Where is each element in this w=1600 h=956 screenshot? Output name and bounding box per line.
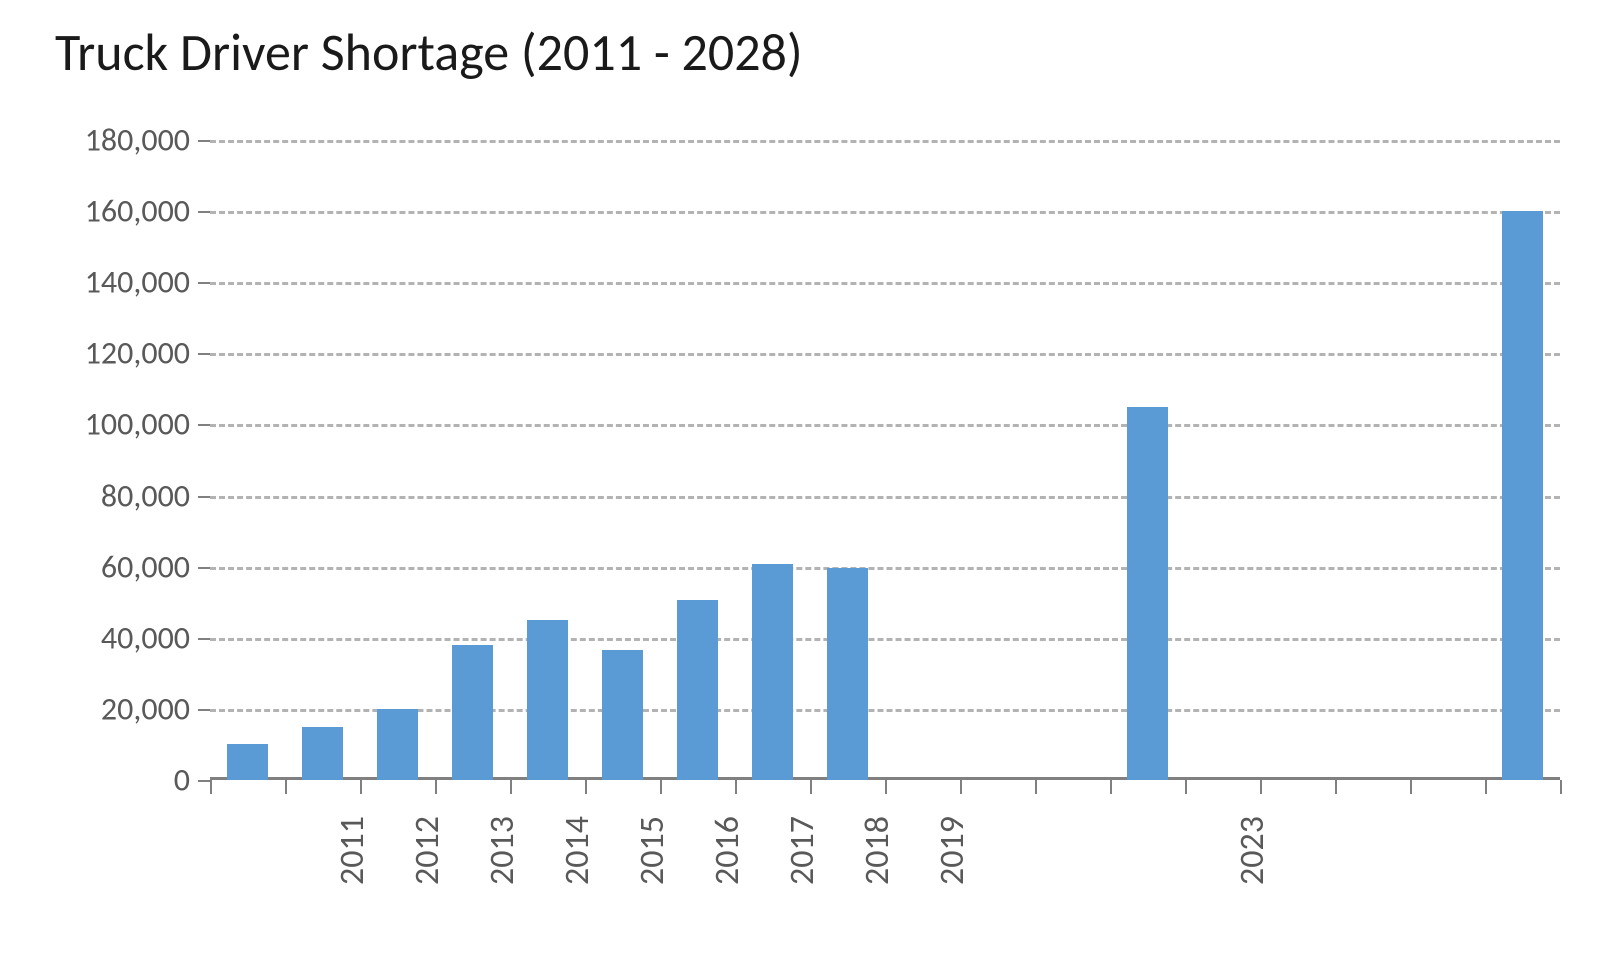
x-tick-mark [735,780,737,794]
bar [527,620,568,780]
x-tick-mark [360,780,362,794]
x-tick-mark [210,780,212,794]
bar [602,650,643,780]
x-tick-mark [660,780,662,794]
y-tick-mark [198,780,210,782]
chart-title: Truck Driver Shortage (2011 - 2028) [55,20,803,84]
bar [1502,211,1543,780]
x-tick-mark [1035,780,1037,794]
x-tick-mark [510,780,512,794]
y-tick-mark [198,424,210,426]
grid-line [210,496,1560,499]
x-tick-label: 2017 [782,816,823,885]
grid-line [210,424,1560,427]
x-tick-label: 2019 [932,816,973,885]
y-tick-mark [198,282,210,284]
x-tick-mark [435,780,437,794]
x-tick-label: 2023 [1232,816,1273,885]
x-tick-mark [1485,780,1487,794]
x-tick-mark [1110,780,1112,794]
x-tick-label: 2018 [857,816,898,885]
x-tick-mark [1560,780,1562,794]
y-tick-label: 80,000 [101,476,190,515]
y-tick-label: 160,000 [85,192,190,231]
y-tick-mark [198,496,210,498]
x-tick-mark [585,780,587,794]
grid-line [210,282,1560,285]
y-tick-mark [198,140,210,142]
y-tick-label: 140,000 [85,263,190,302]
y-tick-label: 120,000 [85,334,190,373]
y-tick-label: 0 [174,761,190,800]
bar [452,645,493,780]
bar [1127,407,1168,780]
x-tick-label: 2012 [407,816,448,885]
bar [827,568,868,780]
bar [302,727,343,780]
bar [752,564,793,780]
y-tick-label: 60,000 [101,547,190,586]
x-tick-label: 2014 [557,816,598,885]
x-tick-label: 2013 [482,816,523,885]
y-tick-mark [198,567,210,569]
grid-line [210,140,1560,143]
x-tick-mark [285,780,287,794]
y-tick-label: 180,000 [85,121,190,160]
bar [227,744,268,780]
y-tick-mark [198,709,210,711]
y-tick-mark [198,638,210,640]
bar [377,709,418,780]
y-tick-label: 40,000 [101,618,190,657]
y-tick-label: 20,000 [101,689,190,728]
x-tick-mark [885,780,887,794]
y-tick-mark [198,353,210,355]
grid-line [210,211,1560,214]
bar [677,600,718,780]
x-tick-label: 2011 [332,816,373,885]
x-tick-mark [1185,780,1187,794]
grid-line [210,567,1560,570]
x-tick-mark [1410,780,1412,794]
grid-line [210,353,1560,356]
x-tick-mark [1335,780,1337,794]
x-tick-label: 2015 [632,816,673,885]
x-tick-mark [960,780,962,794]
x-tick-mark [1260,780,1262,794]
y-tick-mark [198,211,210,213]
x-tick-mark [810,780,812,794]
plot-area [210,140,1560,780]
y-tick-label: 100,000 [85,405,190,444]
chart-container: Truck Driver Shortage (2011 - 2028) 0 20,… [0,0,1600,956]
x-tick-label: 2016 [707,816,748,885]
grid-line [210,638,1560,641]
